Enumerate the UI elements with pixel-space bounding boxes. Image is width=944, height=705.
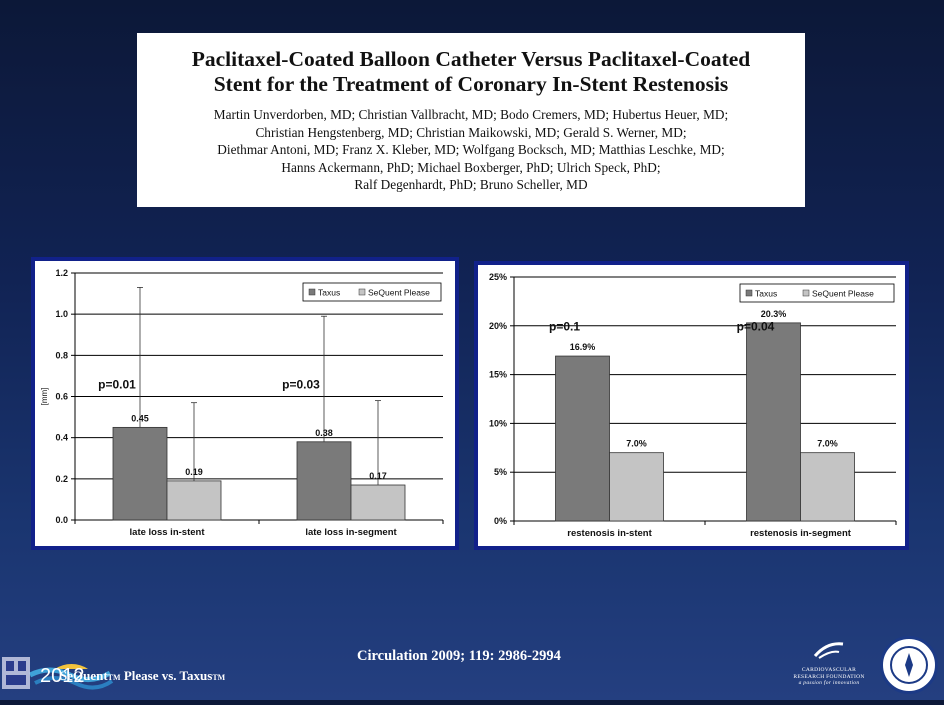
bar-sequent xyxy=(350,484,406,521)
sun-wave-logo-icon xyxy=(2,657,114,690)
paper-title-line-1: Paclitaxel-Coated Balloon Catheter Versu… xyxy=(191,47,751,71)
legend-swatch-taxus xyxy=(308,288,316,296)
legend-label-sequent: SeQuent Please xyxy=(368,288,430,298)
legend-swatch-taxus xyxy=(745,289,753,297)
y-tick-label: 0.0 xyxy=(55,515,68,525)
college-seal-icon xyxy=(880,636,938,694)
legend-swatch-sequent xyxy=(802,289,810,297)
crf-swoosh-icon xyxy=(813,642,844,659)
p-value-annotation: p=0.03 xyxy=(282,377,320,391)
y-tick-label: 0.2 xyxy=(55,474,68,484)
data-label: 0.38 xyxy=(315,428,333,438)
x-tick-label: late loss in-segment xyxy=(305,527,397,538)
late-loss-chart-svg: 0.0 0.2 0.4 0.6 0.8 1.0 1.2 late loss in-stent 0… xyxy=(40,268,444,538)
bar-taxus xyxy=(296,441,352,521)
y-tick-label: 0.6 xyxy=(55,392,68,402)
paper-authors: Martin Unverdorben, MD; Christian Vallbr… xyxy=(137,106,805,194)
p-value-annotation: p=0.04 xyxy=(737,320,775,334)
crf-tagline: a passion for innovation xyxy=(798,680,860,686)
bar-sequent xyxy=(609,452,664,522)
footer-year: 2012 xyxy=(40,665,85,687)
x-tick-label: restenosis in-segment xyxy=(750,528,852,539)
legend-box xyxy=(739,283,895,303)
footer-product-name: SeQuentTM Please vs. TaxusTM xyxy=(60,668,225,684)
restenosis-chart: 0% 5% 10% 15% 20% 25% restenosis in-stent 16.9%… xyxy=(474,261,909,550)
y-axis-label: [mm] xyxy=(40,388,49,406)
y-tick-label: 1.2 xyxy=(55,268,68,278)
author-line: Hanns Ackermann, PhD; Michael Boxberger,… xyxy=(281,159,661,175)
paper-header: Paclitaxel-Coated Balloon Catheter Versu… xyxy=(137,33,805,207)
data-label: 7.0% xyxy=(626,439,647,449)
data-label: 0.17 xyxy=(369,471,387,481)
author-line: Christian Hengstenberg, MD; Christian Ma… xyxy=(255,124,687,140)
y-tick-label: 25% xyxy=(489,272,507,282)
x-tick-label: late loss in-stent xyxy=(130,527,206,538)
author-line: Ralf Degenhardt, PhD; Bruno Scheller, MD xyxy=(354,177,588,192)
data-label: 0.45 xyxy=(131,413,149,423)
product-tm-mark-2: TM xyxy=(212,673,226,682)
p-value-annotation: p=0.1 xyxy=(549,320,580,334)
legend-swatch-sequent xyxy=(358,288,366,296)
restenosis-chart-svg: 0% 5% 10% 15% 20% 25% restenosis in-stent 16.9%… xyxy=(489,272,897,539)
legend-label-taxus: Taxus xyxy=(318,288,340,298)
y-tick-label: 5% xyxy=(494,467,507,477)
y-tick-label: 0.4 xyxy=(55,433,68,443)
y-tick-label: 1.0 xyxy=(55,309,68,319)
data-label: 7.0% xyxy=(817,439,838,449)
y-tick-label: 15% xyxy=(489,370,507,380)
bar-sequent xyxy=(800,452,855,522)
product-tm-mark: TM xyxy=(107,673,121,682)
citation: Circulation 2009; 119: 2986-2994 xyxy=(357,648,561,664)
y-tick-label: 0.8 xyxy=(55,350,68,360)
y-tick-label: 10% xyxy=(489,418,507,428)
bar-taxus xyxy=(555,355,610,522)
bar-sequent xyxy=(166,480,222,521)
crf-line: RESEARCH FOUNDATION xyxy=(793,673,865,680)
data-label: 0.19 xyxy=(185,467,203,477)
paper-title-line-2: Stent for the Treatment of Coronary In-S… xyxy=(213,72,729,96)
author-line: Diethmar Antoni, MD; Franz X. Kleber, MD… xyxy=(217,142,725,157)
legend-box xyxy=(302,282,442,302)
x-tick-label: restenosis in-stent xyxy=(567,528,652,539)
data-label: 20.3% xyxy=(761,309,787,319)
late-loss-chart: 0.0 0.2 0.4 0.6 0.8 1.0 1.2 late loss in-stent 0… xyxy=(31,257,459,550)
legend-label-sequent: SeQuent Please xyxy=(812,289,874,299)
product-rest: Please vs. Taxus xyxy=(120,668,213,683)
y-tick-label: 0% xyxy=(494,516,507,526)
crf-logo: CARDIOVASCULAR RESEARCH FOUNDATION a pas… xyxy=(784,638,874,694)
author-line: Martin Unverdorben, MD; Christian Vallbr… xyxy=(213,107,729,122)
data-label: 16.9% xyxy=(570,342,596,352)
paper-title: Paclitaxel-Coated Balloon Catheter Versu… xyxy=(137,47,805,97)
y-tick-label: 20% xyxy=(489,321,507,331)
bar-taxus xyxy=(112,426,168,521)
product-sequent: SeQuent xyxy=(60,668,108,683)
legend-label-taxus: Taxus xyxy=(755,289,777,299)
sequent-logo-area xyxy=(0,635,300,700)
crf-line: CARDIOVASCULAR xyxy=(801,667,857,673)
bar-taxus xyxy=(746,322,801,522)
p-value-annotation: p=0.01 xyxy=(98,377,136,391)
